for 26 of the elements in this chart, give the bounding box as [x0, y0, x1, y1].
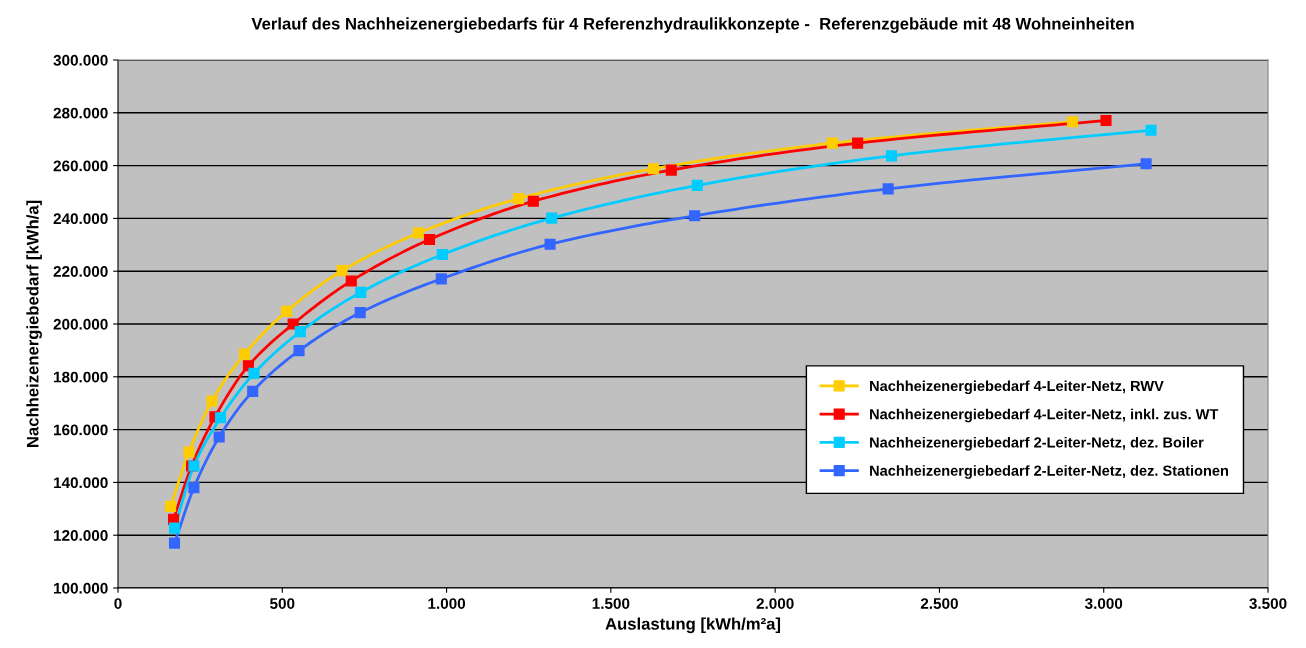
- y-tick-label: 220.000: [53, 266, 108, 277]
- y-axis-title: Nachheizenergiebedarf [kWh/a]: [26, 200, 42, 447]
- legend-label: Nachheizenergiebedarf 4-Leiter-Netz, inkl. zus. WT: [870, 408, 1219, 423]
- y-tick-label: 140.000: [54, 477, 108, 489]
- y-tick-label: 300.000: [53, 54, 108, 66]
- y-tick-label: 240.000: [53, 213, 108, 225]
- legend-label: Nachheizenergiebedarf 4-Leiter-Netz, RWV: [870, 380, 1164, 395]
- x-tick-label: 2.000: [756, 598, 794, 609]
- x-tick-label: 1.000: [428, 598, 466, 609]
- y-tick-label: 200.000: [53, 318, 108, 330]
- y-tick-label: 260.000: [53, 160, 108, 172]
- x-tick-label: 500: [270, 598, 295, 609]
- x-tick-label: 3.000: [1084, 598, 1123, 609]
- x-tick-label: 3.500: [1249, 598, 1287, 609]
- y-tick-label: 180.000: [54, 371, 108, 383]
- x-tick-label: 2.500: [920, 598, 958, 609]
- x-tick-label: 1.500: [592, 598, 630, 609]
- x-tick-label: 0: [114, 598, 122, 609]
- y-tick-label: 100.000: [54, 582, 108, 594]
- y-tick-label: 280.000: [53, 107, 108, 119]
- legend-label: Nachheizenergiebedarf 2-Leiter-Netz, dez. Boiler: [870, 436, 1204, 451]
- chart-title: Verlauf des Nachheizenergiebedarfs für 4 Referenzhydraulikkonzepte - Referenzgebäude mit 48 Wohneinheiten: [251, 17, 1134, 33]
- y-tick-label: 160.000: [54, 424, 108, 436]
- x-axis-title: Auslastung [kWh/m²a]: [605, 617, 781, 634]
- y-tick-label: 120.000: [54, 530, 108, 541]
- legend-label: Nachheizenergiebedarf 2-Leiter-Netz, dez. Stationen: [870, 465, 1228, 479]
